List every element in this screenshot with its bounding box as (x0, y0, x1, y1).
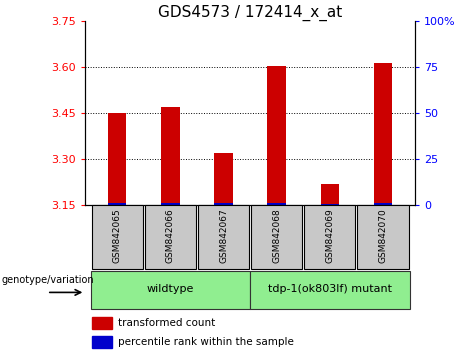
Bar (108, 113, 126, 205)
Bar (320, 184, 339, 205)
Bar (374, 203, 392, 205)
Bar (161, 204, 180, 205)
Bar (92, 336, 112, 348)
Text: GSM842065: GSM842065 (112, 209, 122, 263)
Bar (214, 204, 233, 205)
Bar (267, 66, 286, 205)
FancyBboxPatch shape (251, 205, 302, 269)
Bar (92, 316, 112, 329)
Bar (267, 203, 286, 205)
FancyBboxPatch shape (304, 205, 355, 269)
Text: GSM842066: GSM842066 (166, 209, 175, 263)
FancyBboxPatch shape (357, 205, 408, 269)
FancyBboxPatch shape (198, 205, 249, 269)
Text: GSM842068: GSM842068 (272, 209, 281, 263)
Title: GDS4573 / 172414_x_at: GDS4573 / 172414_x_at (158, 5, 342, 21)
Bar (320, 204, 339, 205)
Bar (161, 107, 180, 205)
Bar (374, 63, 392, 205)
Text: genotype/variation: genotype/variation (2, 275, 95, 285)
FancyBboxPatch shape (91, 271, 250, 309)
Text: transformed count: transformed count (118, 318, 215, 328)
Text: tdp-1(ok803lf) mutant: tdp-1(ok803lf) mutant (268, 284, 392, 295)
FancyBboxPatch shape (250, 271, 409, 309)
FancyBboxPatch shape (92, 205, 143, 269)
Text: percentile rank within the sample: percentile rank within the sample (118, 337, 294, 347)
Text: GSM842070: GSM842070 (378, 209, 388, 263)
Bar (108, 203, 126, 205)
Text: GSM842067: GSM842067 (219, 209, 228, 263)
Bar (214, 153, 233, 205)
Text: GSM842069: GSM842069 (325, 209, 334, 263)
FancyBboxPatch shape (145, 205, 196, 269)
Text: wildtype: wildtype (147, 284, 194, 295)
